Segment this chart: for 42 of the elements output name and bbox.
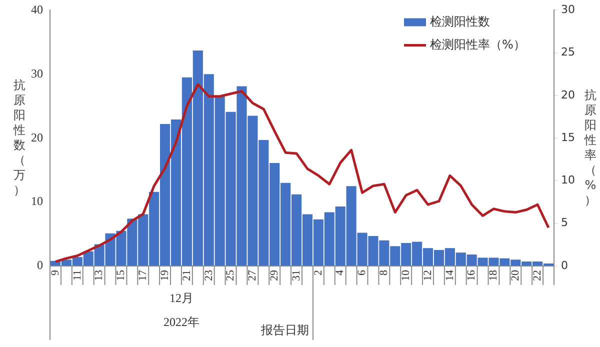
x-tick-label: 8 [378, 270, 390, 276]
x-tick-label: 19 [158, 270, 171, 281]
y2-tick-label: 0 [561, 258, 568, 272]
y2-tick-label: 30 [561, 3, 576, 16]
y-tick-label: 10 [31, 194, 43, 208]
y2-tick-label: 20 [561, 88, 576, 102]
x-tick-label: 21 [180, 270, 193, 281]
x-tick-label: 18 [488, 270, 500, 281]
text: 12月 [169, 291, 194, 306]
y2-tick-label: 5 [561, 216, 568, 230]
x-tick-label: 12 [422, 270, 434, 281]
x-tick-label: 29 [268, 270, 280, 281]
x-tick-label: 23 [202, 270, 215, 281]
x-tick-label: 25 [224, 270, 237, 281]
x-tick-label: 13 [93, 270, 106, 281]
x-tick-label: 20 [510, 270, 522, 281]
x-tick-label: 15 [115, 270, 128, 281]
x-tick-label: 4 [334, 270, 346, 276]
text: 2022年 [163, 315, 200, 330]
x-tick-label: 27 [246, 270, 259, 281]
y2-tick-label: 10 [561, 174, 576, 187]
x-tick-label: 31 [290, 270, 302, 281]
x-tick-label: 2 [312, 270, 324, 276]
y-tick-label: 30 [31, 66, 43, 80]
legend-label: 检测阳性率（%） [430, 37, 526, 52]
legend-label: 检测阳性数 [430, 14, 490, 28]
y-tick-label: 40 [31, 2, 43, 16]
x-tick-label: 9 [49, 270, 62, 276]
x-tick-label: 6 [356, 270, 368, 276]
x-tick-label: 11 [71, 270, 84, 281]
y-axis-title: 抗原阳性数（万） [13, 78, 27, 198]
y2-tick-label: 25 [561, 46, 576, 59]
y-tick-label: 20 [31, 130, 43, 144]
x-tick-label: 14 [444, 270, 456, 281]
y-tick-label: 0 [37, 258, 43, 272]
x-axis-title: 报告日期 [260, 323, 309, 338]
x-tick-label: 16 [466, 270, 478, 281]
y2-tick-label: 15 [561, 130, 576, 144]
x-tick-label: 22 [531, 270, 544, 281]
y2-axis-title: 抗原阳性率（%） [584, 88, 598, 208]
x-tick-label: 17 [137, 270, 150, 281]
x-tick-label: 10 [400, 270, 412, 281]
